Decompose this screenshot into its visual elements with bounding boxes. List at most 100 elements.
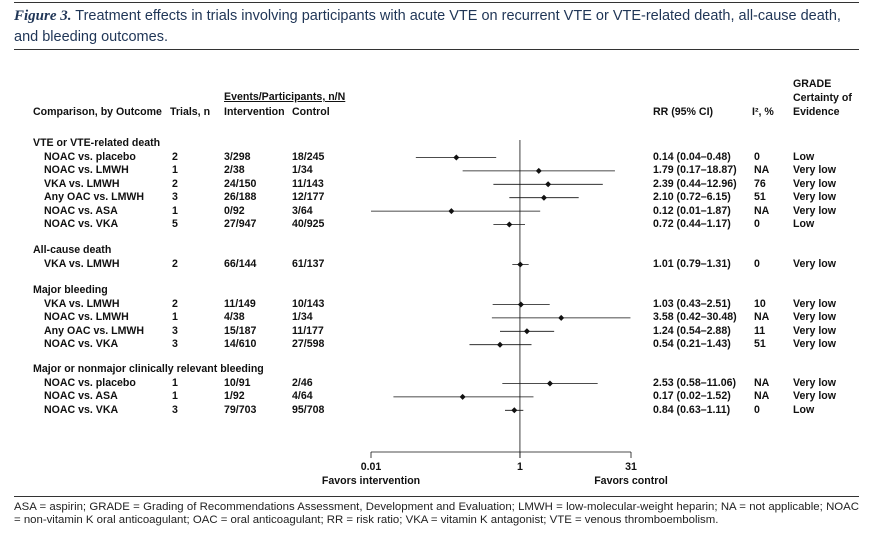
row-control: 18/245 bbox=[292, 151, 325, 163]
row-grade: Low bbox=[793, 151, 815, 163]
point-estimate bbox=[535, 167, 542, 174]
section-title: All-cause death bbox=[33, 244, 112, 256]
row-comparison: Any OAC vs. LMWH bbox=[44, 324, 145, 337]
row-rr: 2.10 (0.72–6.15) bbox=[653, 191, 731, 204]
row-trials: 1 bbox=[172, 164, 178, 177]
row-comparison: NOAC vs. placebo bbox=[44, 151, 136, 163]
point-estimate bbox=[453, 154, 460, 161]
point-estimate bbox=[523, 328, 530, 335]
row-comparison: VKA vs. LMWH bbox=[44, 177, 120, 190]
row-i2: 0 bbox=[754, 218, 760, 230]
row-trials: 2 bbox=[172, 151, 178, 163]
row-i2: NA bbox=[754, 377, 770, 389]
row-trials: 3 bbox=[172, 338, 178, 351]
header-trials: Trials, n bbox=[170, 106, 211, 118]
row-rr: 0.84 (0.63–1.11) bbox=[653, 403, 731, 416]
favors-control-label: Favors control bbox=[594, 475, 668, 487]
row-intervention: 11/149 bbox=[224, 298, 256, 310]
row-intervention: 27/947 bbox=[224, 218, 257, 230]
row-comparison: NOAC vs. ASA bbox=[44, 204, 118, 217]
point-estimate bbox=[517, 301, 524, 308]
row-intervention: 26/188 bbox=[224, 191, 257, 204]
row-trials: 1 bbox=[172, 311, 178, 324]
point-estimate bbox=[558, 314, 565, 321]
row-intervention: 0/92 bbox=[224, 204, 245, 217]
row-control: 95/708 bbox=[292, 403, 325, 416]
row-comparison: NOAC vs. LMWH bbox=[44, 311, 129, 324]
row-trials: 3 bbox=[172, 191, 178, 204]
row-i2: 0 bbox=[754, 403, 760, 416]
header-grade-1: GRADE bbox=[793, 78, 832, 90]
row-grade: Very low bbox=[793, 258, 836, 270]
x-tick-label: 1 bbox=[517, 461, 523, 473]
row-i2: 51 bbox=[754, 191, 766, 204]
row-grade: Very low bbox=[793, 164, 836, 177]
row-intervention: 3/298 bbox=[224, 151, 251, 163]
row-trials: 1 bbox=[172, 377, 178, 389]
row-intervention: 66/144 bbox=[224, 258, 257, 270]
section-title: VTE or VTE-related death bbox=[33, 137, 161, 149]
row-intervention: 10/91 bbox=[224, 377, 251, 389]
row-intervention: 15/187 bbox=[224, 324, 257, 337]
row-i2: NA bbox=[754, 204, 770, 217]
caption-text: Treatment effects in trials involving pa… bbox=[14, 8, 841, 45]
row-control: 11/143 bbox=[292, 177, 324, 190]
row-grade: Very low bbox=[793, 177, 836, 190]
row-grade: Very low bbox=[793, 377, 836, 389]
row-comparison: VKA vs. LMWH bbox=[44, 258, 120, 270]
row-comparison: NOAC vs. VKA bbox=[44, 403, 119, 416]
row-trials: 3 bbox=[172, 324, 178, 337]
row-rr: 1.79 (0.17–18.87) bbox=[653, 164, 737, 177]
row-grade: Very low bbox=[793, 324, 836, 337]
row-rr: 2.53 (0.58–11.06) bbox=[653, 377, 737, 389]
row-control: 40/925 bbox=[292, 218, 325, 230]
row-i2: 0 bbox=[754, 258, 760, 270]
row-intervention: 79/703 bbox=[224, 403, 257, 416]
row-control: 3/64 bbox=[292, 204, 313, 217]
row-comparison: NOAC vs. ASA bbox=[44, 390, 118, 403]
row-comparison: NOAC vs. VKA bbox=[44, 218, 119, 230]
row-control: 1/34 bbox=[292, 164, 313, 177]
caption-rule bbox=[14, 49, 859, 50]
x-tick-label: 0.01 bbox=[361, 461, 382, 473]
row-rr: 1.24 (0.54–2.88) bbox=[653, 324, 731, 337]
row-trials: 2 bbox=[172, 177, 178, 190]
row-grade: Very low bbox=[793, 191, 836, 204]
row-comparison: Any OAC vs. LMWH bbox=[44, 191, 145, 204]
row-intervention: 2/38 bbox=[224, 164, 245, 177]
header-control: Control bbox=[292, 106, 330, 118]
row-i2: 10 bbox=[754, 298, 766, 310]
row-grade: Very low bbox=[793, 338, 836, 351]
row-control: 2/46 bbox=[292, 377, 313, 389]
favors-intervention-label: Favors intervention bbox=[322, 475, 420, 487]
row-rr: 1.03 (0.43–2.51) bbox=[653, 298, 731, 310]
row-intervention: 14/610 bbox=[224, 338, 257, 351]
row-grade: Very low bbox=[793, 298, 836, 310]
row-comparison: NOAC vs. placebo bbox=[44, 377, 136, 389]
row-rr: 0.72 (0.44–1.17) bbox=[653, 218, 731, 230]
row-i2: 0 bbox=[754, 151, 760, 163]
header-i2: I², % bbox=[752, 106, 774, 118]
row-i2: 11 bbox=[754, 324, 766, 337]
row-rr: 1.01 (0.79–1.31) bbox=[653, 258, 731, 270]
row-trials: 2 bbox=[172, 258, 178, 270]
row-intervention: 24/150 bbox=[224, 177, 257, 190]
row-comparison: VKA vs. LMWH bbox=[44, 298, 120, 310]
section-title: Major bleeding bbox=[33, 284, 108, 296]
row-trials: 1 bbox=[172, 204, 178, 217]
point-estimate bbox=[506, 221, 513, 228]
row-grade: Very low bbox=[793, 390, 836, 403]
row-rr: 0.12 (0.01–1.87) bbox=[653, 204, 731, 217]
row-rr: 0.14 (0.04–0.48) bbox=[653, 151, 731, 163]
point-estimate bbox=[540, 194, 547, 201]
header-grade-2: Certainty of bbox=[793, 92, 852, 104]
row-control: 27/598 bbox=[292, 338, 325, 351]
row-grade: Very low bbox=[793, 311, 836, 324]
row-trials: 3 bbox=[172, 403, 178, 416]
row-control: 11/177 bbox=[292, 324, 324, 337]
row-i2: 76 bbox=[754, 177, 766, 190]
row-control: 4/64 bbox=[292, 390, 313, 403]
row-rr: 3.58 (0.42–30.48) bbox=[653, 311, 737, 324]
